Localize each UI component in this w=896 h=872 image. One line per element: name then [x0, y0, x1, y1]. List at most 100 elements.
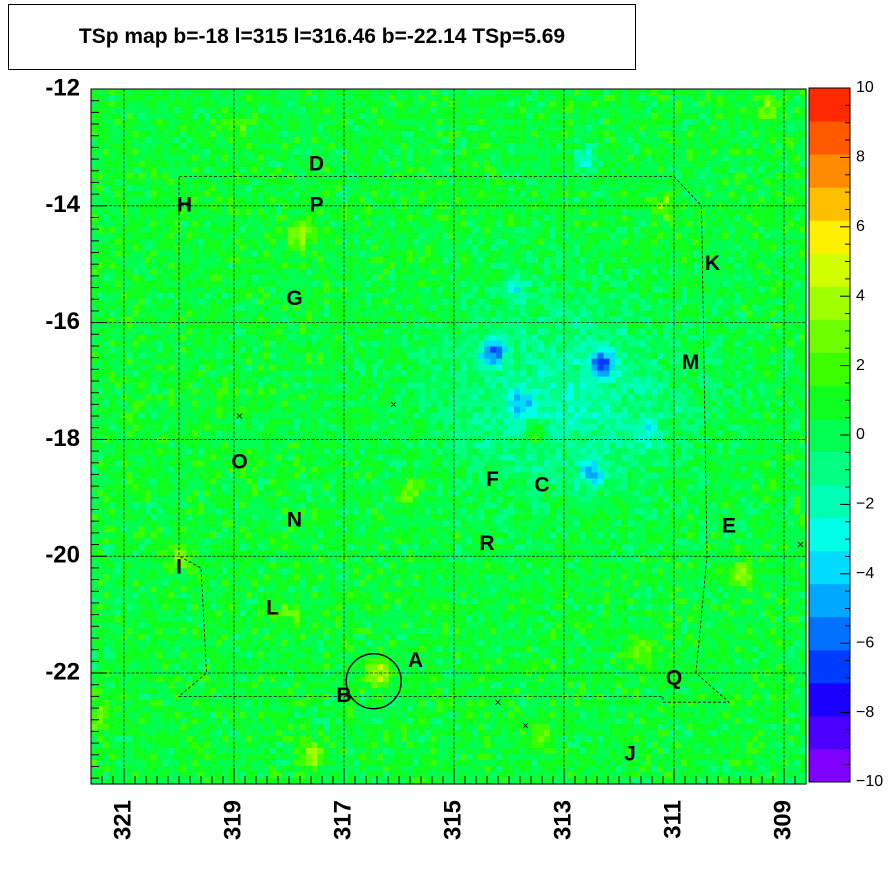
heatmap-cell: [615, 142, 622, 150]
heatmap-cell: [472, 244, 479, 252]
heatmap-cell: [341, 142, 348, 150]
heatmap-cell: [311, 166, 319, 174]
heatmap-cell: [329, 220, 336, 228]
heatmap-cell: [192, 106, 199, 114]
heatmap-cell: [335, 244, 342, 252]
heatmap-cell: [180, 208, 187, 216]
heatmap-cell: [424, 160, 432, 168]
heatmap-cell: [329, 328, 336, 336]
heatmap-cell: [96, 328, 104, 336]
heatmap-cell: [698, 292, 706, 300]
heatmap-cell: [281, 244, 289, 252]
heatmap-cell: [239, 268, 247, 276]
heatmap-cell: [174, 172, 181, 180]
heatmap-cell: [186, 124, 193, 132]
heatmap-cell: [478, 250, 485, 258]
heatmap-cell: [418, 118, 426, 126]
heatmap-cell: [359, 208, 366, 216]
heatmap-cell: [579, 250, 587, 258]
heatmap-cell: [710, 166, 718, 174]
heatmap-cell: [388, 118, 396, 126]
heatmap-cell: [382, 292, 390, 300]
heatmap-cell: [621, 184, 628, 192]
heatmap-cell: [114, 322, 122, 330]
heatmap-cell: [377, 136, 384, 144]
heatmap-cell: [674, 178, 682, 186]
heatmap-cell: [108, 112, 116, 120]
heatmap-cell: [263, 256, 271, 264]
heatmap-cell: [251, 100, 259, 108]
heatmap-cell: [406, 166, 414, 174]
heatmap-cell: [257, 154, 265, 162]
heatmap-cell: [788, 238, 795, 246]
heatmap-cell: [597, 94, 605, 102]
heatmap-cell: [633, 112, 640, 120]
heatmap-cell: [484, 190, 491, 198]
heatmap-cell: [621, 154, 628, 162]
heatmap-cell: [686, 262, 694, 270]
heatmap-cell: [722, 124, 730, 132]
heatmap-cell: [585, 310, 593, 318]
heatmap-cell: [466, 112, 473, 120]
heatmap-cell: [96, 274, 104, 282]
heatmap-cell: [382, 130, 390, 138]
heatmap-cell: [418, 286, 426, 294]
heatmap-cell: [740, 196, 748, 204]
heatmap-cell: [91, 124, 98, 132]
heatmap-cell: [210, 226, 217, 234]
heatmap-cell: [442, 172, 450, 180]
heatmap-cell: [764, 328, 771, 336]
heatmap-cell: [263, 142, 271, 150]
heatmap-cell: [502, 214, 509, 222]
heatmap-cell: [102, 190, 110, 198]
heatmap-cell: [520, 304, 527, 312]
heatmap-cell: [108, 250, 116, 258]
heatmap-cell: [579, 148, 587, 156]
heatmap-cell: [746, 166, 753, 174]
heatmap-cell: [341, 166, 348, 174]
heatmap-cell: [615, 328, 622, 336]
heatmap-cell: [633, 292, 640, 300]
heatmap-cell: [251, 232, 259, 240]
heatmap-cell: [490, 292, 497, 300]
heatmap-cell: [508, 310, 515, 318]
heatmap-cell: [579, 268, 587, 276]
heatmap-cell: [466, 208, 473, 216]
heatmap-cell: [186, 280, 193, 288]
heatmap-cell: [234, 89, 241, 96]
heatmap-cell: [216, 334, 223, 342]
heatmap-cell: [162, 244, 170, 252]
heatmap-cell: [353, 286, 360, 294]
heatmap-cell: [102, 208, 110, 216]
heatmap-cell: [138, 208, 146, 216]
heatmap-cell: [216, 322, 223, 330]
heatmap-cell: [144, 94, 152, 102]
heatmap-cell: [716, 172, 724, 180]
heatmap-cell: [627, 322, 634, 330]
heatmap-cell: [275, 262, 283, 270]
heatmap-cell: [156, 142, 164, 150]
heatmap-cell: [394, 130, 402, 138]
heatmap-cell: [782, 286, 789, 294]
heatmap-cell: [514, 238, 521, 246]
heatmap-cell: [126, 142, 134, 150]
heatmap-cell: [448, 268, 456, 276]
heatmap-cell: [710, 124, 718, 132]
heatmap-cell: [621, 136, 628, 144]
heatmap-cell: [615, 274, 622, 282]
heatmap-cell: [573, 298, 581, 306]
heatmap-cell: [603, 220, 610, 228]
heatmap-cell: [174, 220, 181, 228]
heatmap-cell: [186, 214, 193, 222]
heatmap-cell: [216, 328, 223, 336]
heatmap-cell: [597, 124, 605, 132]
heatmap-cell: [275, 172, 283, 180]
heatmap-cell: [168, 316, 176, 324]
heatmap-cell: [394, 148, 402, 156]
heatmap-cell: [615, 256, 622, 264]
heatmap-cell: [609, 268, 616, 276]
heatmap-cell: [341, 268, 348, 276]
heatmap-cell: [448, 262, 456, 270]
heatmap-cell: [674, 298, 682, 306]
heatmap-cell: [639, 268, 646, 276]
